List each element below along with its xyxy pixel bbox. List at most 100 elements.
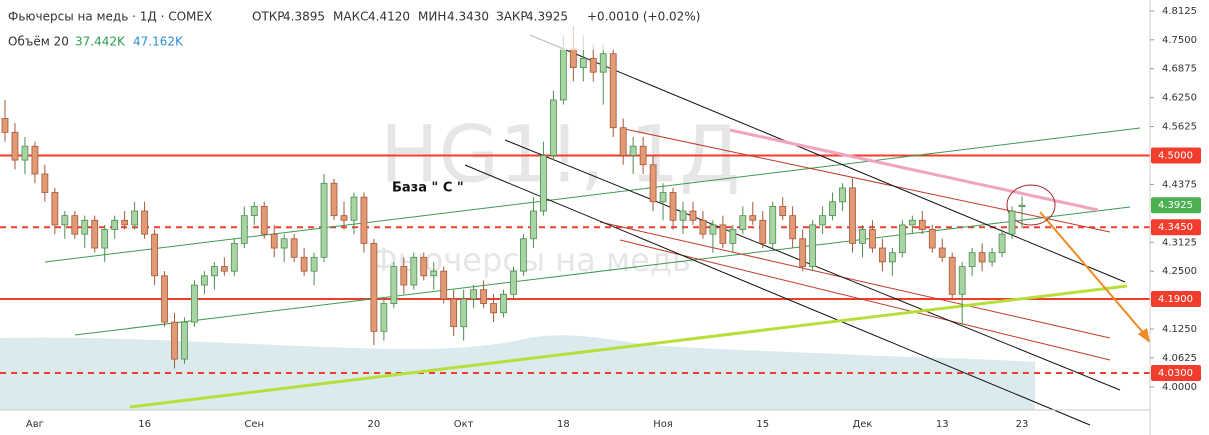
candle-body <box>998 233 1006 254</box>
candle-body <box>201 275 208 286</box>
candle-body <box>829 201 836 217</box>
close-label: ЗАКР <box>496 10 528 24</box>
level-tag <box>1151 364 1201 381</box>
x-tick-label: Сен <box>244 419 264 430</box>
y-tick-label: 4.0000 <box>1162 382 1197 393</box>
candle-body <box>260 205 268 235</box>
trend-line <box>529 34 1126 283</box>
candle-body <box>649 164 657 203</box>
candle-body <box>699 219 707 235</box>
candle-body <box>769 205 777 244</box>
header-bg <box>0 2 660 50</box>
candle-body <box>250 205 258 217</box>
candle-body <box>609 53 617 129</box>
level-tag-label: 4.5000 <box>1158 150 1193 161</box>
candle-body <box>879 247 886 263</box>
arrow <box>1039 211 1147 337</box>
high-label: МАКС <box>333 10 368 24</box>
candle-body <box>480 289 487 304</box>
candle-body <box>729 229 737 244</box>
candle-body <box>210 266 218 277</box>
candle-body <box>81 219 89 235</box>
candle-body <box>390 266 398 304</box>
y-tick-label: 4.4375 <box>1162 179 1197 190</box>
candle-body <box>400 266 408 286</box>
last-price-label: 4.3925 <box>1158 200 1193 211</box>
candle-body <box>1008 210 1016 235</box>
candle-body <box>500 293 507 314</box>
arrow-head <box>1138 328 1150 343</box>
candle-body <box>101 229 109 249</box>
candle-body <box>430 270 438 277</box>
candle-body <box>629 145 637 156</box>
candle-body <box>918 219 926 230</box>
x-tick-label: 15 <box>756 419 769 430</box>
candle-body <box>619 127 627 156</box>
candle-body <box>151 233 158 277</box>
candle-body <box>799 238 807 267</box>
trend-line <box>129 284 1128 409</box>
candle-body <box>470 289 478 300</box>
candle-body <box>958 266 966 295</box>
candle-body <box>181 321 188 360</box>
candle-body <box>839 187 846 203</box>
candle-body <box>589 57 597 73</box>
candle-body <box>91 219 99 249</box>
candle-body <box>21 145 29 161</box>
trend-line <box>729 128 1099 212</box>
y-tick-label: 4.7500 <box>1162 35 1197 46</box>
trend-line <box>464 164 1091 426</box>
trend-line <box>44 127 1141 263</box>
level-tag-label: 4.1900 <box>1158 294 1193 305</box>
volume-value: 37.442K <box>75 35 126 49</box>
candle-body <box>310 256 318 272</box>
open-label: ОТКР <box>252 10 285 24</box>
candles <box>1 25 1026 369</box>
x-tick-label: Ноя <box>653 419 673 430</box>
x-tick-label: 16 <box>138 419 151 430</box>
candle-body <box>410 256 418 286</box>
candle-body <box>141 210 148 235</box>
candle-body <box>530 210 537 240</box>
y-tick-label: 4.0625 <box>1162 353 1197 364</box>
candle-body <box>948 256 956 295</box>
y-tick-label: 4.6250 <box>1162 93 1197 104</box>
annotation: База " С " <box>392 181 464 196</box>
candle-body <box>111 219 119 230</box>
high-value: 4.4120 <box>368 10 410 24</box>
level-tag <box>1151 219 1201 236</box>
candle-body <box>270 233 278 249</box>
candle-body <box>31 145 39 175</box>
candle-body <box>689 210 697 221</box>
level-tag-label: 4.0300 <box>1158 368 1193 379</box>
candle-body <box>898 224 906 254</box>
candle-body <box>450 298 458 328</box>
y-tick-label: 4.3125 <box>1162 237 1197 248</box>
candle-body <box>340 215 348 221</box>
candle-body <box>131 210 139 226</box>
volume-ma-value: 47.162K <box>133 35 184 49</box>
candle-body <box>809 224 817 267</box>
y-tick-label: 4.2500 <box>1162 266 1197 277</box>
close-value: 4.3925 <box>526 10 568 24</box>
candle-body <box>639 145 647 166</box>
candle-body <box>988 252 996 263</box>
candle-body <box>569 48 577 68</box>
candle-body <box>789 215 797 240</box>
x-tick-label: Окт <box>454 419 474 430</box>
candle-body <box>559 48 567 101</box>
candle-body <box>938 247 946 258</box>
candle-body <box>71 215 79 235</box>
candle-body <box>330 182 338 217</box>
last-price-tag <box>1151 197 1201 214</box>
candle-body <box>520 238 527 272</box>
candle-body <box>759 219 767 244</box>
title: Фьючерсы на медь · 1Д · COMEX <box>8 10 212 24</box>
candle-body <box>280 238 288 249</box>
x-tick-label: 18 <box>557 419 570 430</box>
candle-body <box>121 219 129 226</box>
y-tick-label: 4.5625 <box>1162 122 1197 133</box>
level-tag <box>1151 290 1201 307</box>
candle-body <box>908 219 916 226</box>
